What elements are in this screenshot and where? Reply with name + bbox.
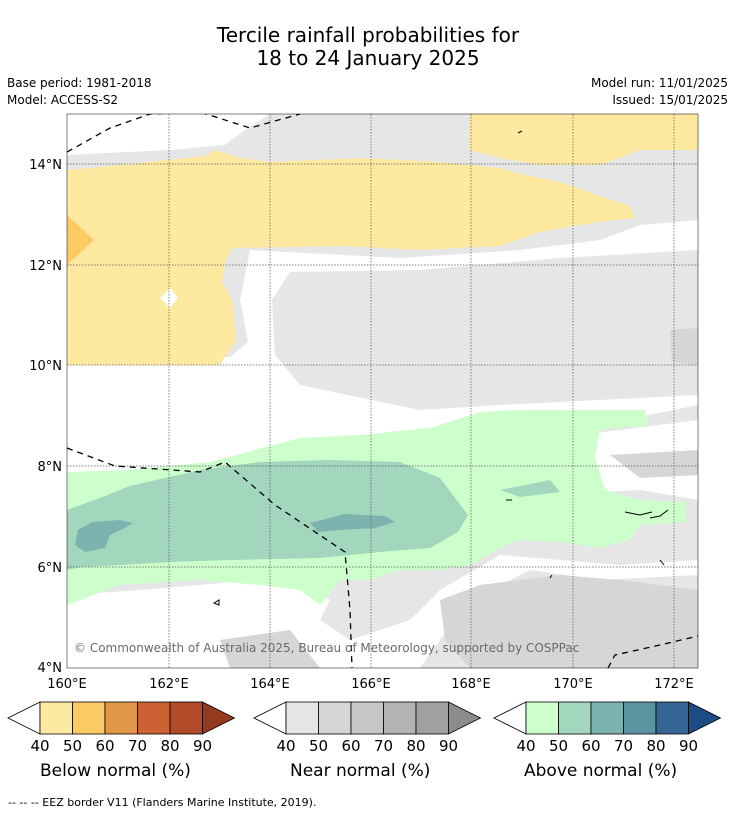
colorbar-tick-label: 60 [581, 737, 600, 755]
colorbar-tick-label: 90 [439, 737, 458, 755]
base-period: Base period: 1981-2018 [7, 76, 152, 90]
colorbar-tick-label: 60 [95, 737, 114, 755]
colorbar-segment [558, 701, 592, 735]
colorbar-segment [104, 701, 138, 735]
colorbar-segment [415, 701, 449, 735]
colorbar-tick-label: 40 [30, 737, 49, 755]
colorbar-tick-label: 50 [549, 737, 568, 755]
colorbar-label-near: Near normal (%) [290, 761, 431, 781]
colorbar-tick-label: 80 [160, 737, 179, 755]
colorbar-segment [137, 701, 171, 735]
colorbar-tick-label: 70 [128, 737, 147, 755]
near-normal-50-area [670, 328, 698, 365]
above-normal-50-area [500, 480, 560, 497]
islands [212, 130, 669, 606]
colorbar-segment [525, 701, 559, 735]
model-name: Model: ACCESS-S2 [7, 93, 119, 107]
colorbar-segment [623, 701, 657, 735]
colorbar-label-above: Above normal (%) [524, 761, 678, 781]
colorbar-segment [72, 701, 106, 735]
colorbar-tick-label: 40 [516, 737, 535, 755]
no-signal-area [67, 114, 270, 155]
issued-date: Issued: 15/01/2025 [612, 93, 728, 107]
chart-title-line2: 18 to 24 January 2025 [256, 46, 480, 70]
colorbar-arrow-max [688, 701, 722, 735]
eez-border [67, 114, 698, 668]
lon-label: 166°E [351, 677, 391, 692]
colorbar-segment [383, 701, 417, 735]
colorbar-segment [350, 701, 384, 735]
colorbar-segment [285, 701, 319, 735]
colorbar-tick-label: 60 [341, 737, 360, 755]
colorbar-arrow-max [202, 701, 236, 735]
lon-label: 172°E [654, 677, 694, 692]
lon-axis: 160°E 162°E 164°E 166°E 168°E 170°E 172°… [47, 677, 694, 692]
copyright-note: © Commonwealth of Australia 2025, Bureau… [74, 641, 579, 655]
lat-label: 8°N [38, 460, 63, 475]
lon-label: 164°E [250, 677, 290, 692]
near-normal-50-area [610, 450, 698, 478]
lon-label: 162°E [149, 677, 189, 692]
map-frame [66, 113, 699, 669]
lat-label: 4°N [38, 661, 63, 676]
colorbar-segment [318, 701, 352, 735]
colorbar-legend: 40 50 60 70 80 90 40 50 60 70 80 90 40 50 60 70 80 90 [7, 701, 722, 755]
below-normal-50-area [67, 215, 94, 265]
lon-label: 168°E [451, 677, 491, 692]
colorbar-tick-label: 40 [276, 737, 295, 755]
colorbar-tick-label: 80 [406, 737, 425, 755]
colorbar-segment [39, 701, 73, 735]
colorbar-tick-label: 70 [614, 737, 633, 755]
colorbar-arrow-min [7, 701, 41, 735]
lat-label: 12°N [29, 259, 62, 274]
colorbar-tick-label: 90 [679, 737, 698, 755]
below-normal-40-area [470, 114, 698, 165]
colorbar-tick-label: 50 [63, 737, 82, 755]
lon-label: 160°E [47, 677, 87, 692]
colorbar-tick-label: 90 [193, 737, 212, 755]
lat-label: 10°N [29, 359, 62, 374]
below-normal-40-area [67, 150, 635, 365]
above-normal-50-area [67, 460, 468, 570]
chart-title-line1: Tercile rainfall probabilities for [216, 23, 520, 47]
colorbar-tick-label: 70 [374, 737, 393, 755]
lat-label: 6°N [38, 561, 63, 576]
above-normal-60-area [310, 514, 395, 532]
model-run: Model run: 11/01/2025 [590, 76, 728, 90]
probability-field [67, 114, 698, 668]
colorbar-segment [169, 701, 203, 735]
colorbar-arrow-min [253, 701, 287, 735]
colorbar-arrow-max [448, 701, 482, 735]
colorbar-segment [590, 701, 624, 735]
lat-label: 14°N [29, 158, 62, 173]
lon-label: 170°E [553, 677, 593, 692]
footer-note: -- -- -- EEZ border V11 (Flanders Marine… [8, 796, 317, 809]
colorbar-segment [655, 701, 689, 735]
lat-axis: 14°N 12°N 10°N 8°N 6°N 4°N [29, 158, 62, 676]
colorbar-arrow-min [493, 701, 527, 735]
colorbar-tick-label: 80 [646, 737, 665, 755]
above-normal-60-area [75, 520, 133, 552]
gridlines [67, 114, 698, 668]
near-normal-50-area [440, 575, 698, 668]
colorbar-label-below: Below normal (%) [40, 761, 191, 781]
colorbar-tick-label: 50 [309, 737, 328, 755]
